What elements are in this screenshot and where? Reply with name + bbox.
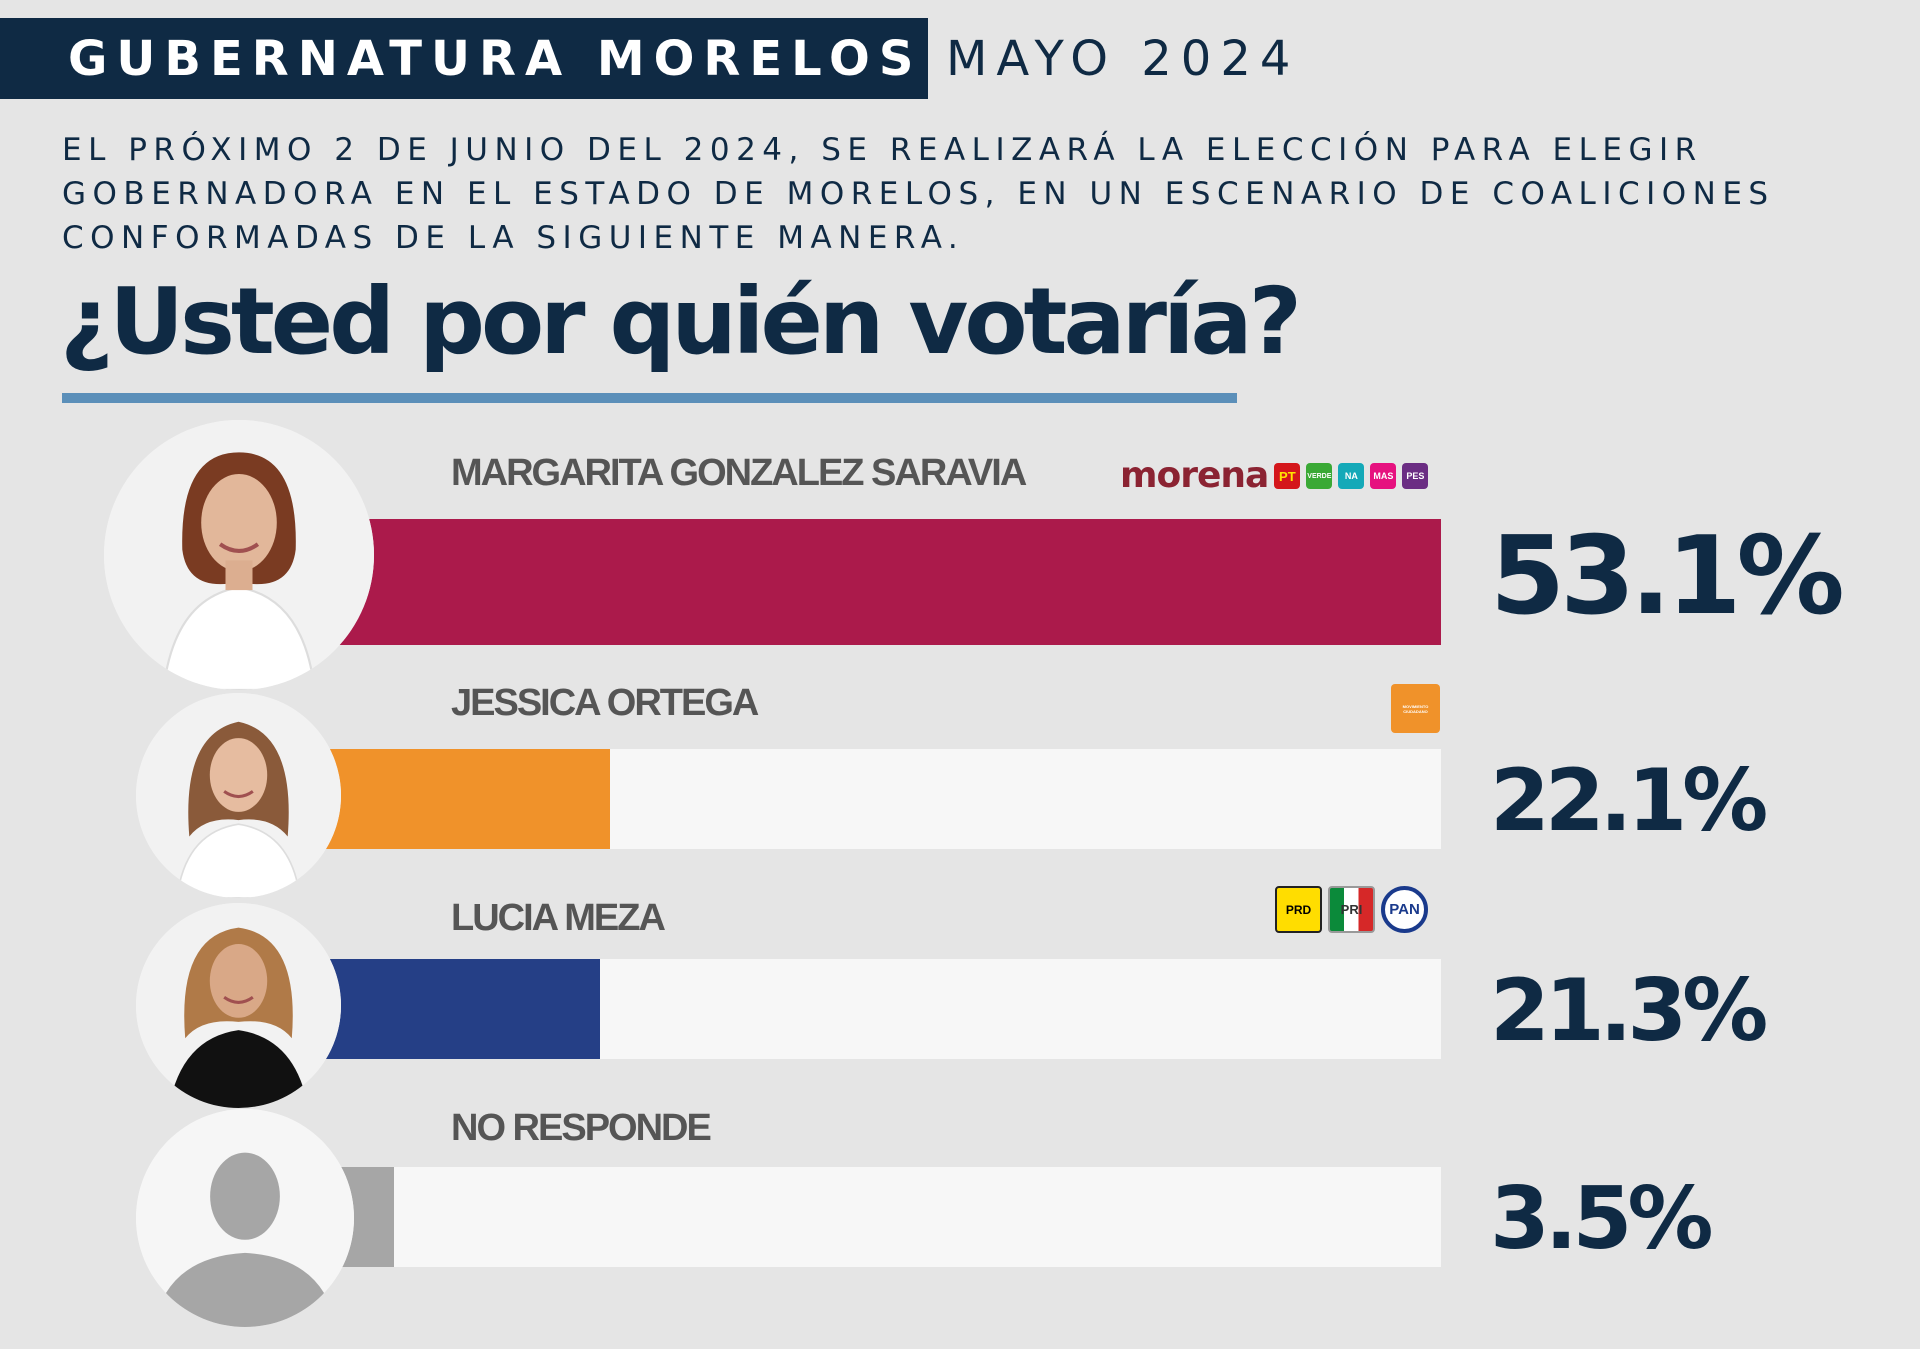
anonymous-avatar: [136, 1109, 354, 1327]
bar-meza: [300, 959, 600, 1059]
bar-track-meza: [300, 959, 1441, 1059]
value-label-no-responde: 3.5%: [1490, 1169, 1714, 1269]
woman-portrait-icon: [104, 420, 374, 690]
header-banner: [0, 18, 928, 99]
prd-logo: PRD: [1275, 886, 1322, 933]
intro-text: EL PRÓXIMO 2 DE JUNIO DEL 2024, SE REALI…: [62, 128, 1902, 260]
mc-logo: MOVIMIENTO CIUDADANO: [1391, 684, 1440, 733]
verde-logo: VERDE: [1306, 463, 1333, 489]
bar-track-ortega: [300, 749, 1441, 849]
value-label-gonzalez: 53.1%: [1490, 514, 1845, 639]
title-underline: [62, 393, 1237, 403]
value-label-ortega: 22.1%: [1490, 751, 1768, 851]
chart-title: ¿Usted por quién votaría?: [60, 268, 1302, 375]
woman-portrait-icon: [136, 693, 341, 898]
bar-track-no-responde: [300, 1167, 1441, 1267]
category-name-no-responde: NO RESPONDE: [451, 1107, 712, 1149]
pes-logo: PES: [1402, 463, 1429, 489]
morena-logo: morena: [1120, 455, 1269, 496]
intro-line: CONFORMADAS DE LA SIGUIENTE MANERA.: [62, 220, 965, 256]
woman-portrait-icon: [136, 903, 341, 1108]
header-date: MAYO 2024: [946, 31, 1300, 87]
candidate-name-gonzalez: MARGARITA GONZALEZ SARAVIA: [451, 452, 1027, 494]
na-logo: NA: [1338, 463, 1365, 489]
candidate-photo-ortega: [136, 693, 341, 898]
pt-logo: PT: [1274, 463, 1301, 489]
bar-gonzalez: [300, 519, 1441, 645]
pri-logo: PRI: [1328, 886, 1375, 933]
bar-track-gonzalez: [300, 519, 1441, 645]
logos-prian: PRD PRI PAN: [1275, 886, 1428, 933]
value-label-meza: 21.3%: [1490, 961, 1768, 1061]
candidate-name-meza: LUCIA MEZA: [451, 897, 666, 939]
intro-line: GOBERNADORA EN EL ESTADO DE MORELOS, EN …: [62, 176, 1775, 212]
person-silhouette-icon: [136, 1109, 354, 1327]
header-title: GUBERNATURA MORELOS: [68, 31, 923, 87]
mas-logo: MAS: [1370, 463, 1397, 489]
candidate-photo-gonzalez: [104, 420, 374, 690]
candidate-name-ortega: JESSICA ORTEGA: [451, 682, 759, 724]
candidate-photo-meza: [136, 903, 341, 1108]
logos-morena-coalition: morena PT VERDE NA MAS PES: [1120, 455, 1429, 496]
pan-logo: PAN: [1381, 886, 1428, 933]
intro-line: EL PRÓXIMO 2 DE JUNIO DEL 2024, SE REALI…: [62, 132, 1703, 168]
logos-mc: MOVIMIENTO CIUDADANO: [1391, 684, 1440, 733]
bar-ortega: [300, 749, 610, 849]
